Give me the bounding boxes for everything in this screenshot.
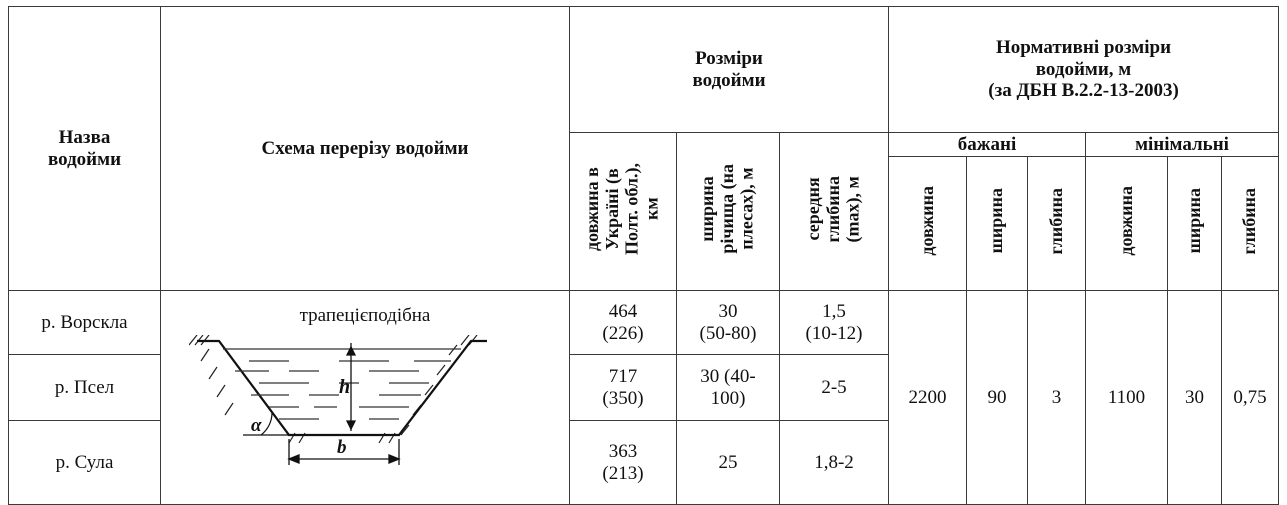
desired-depth: 3 <box>1027 290 1087 505</box>
width-arrow <box>287 438 401 465</box>
trapezoid-section-diagram: h α b <box>189 334 487 465</box>
table-row: р. Псел 717 (350) 30 (40- 100) 2-5 <box>8 354 1279 421</box>
symbol-b: b <box>337 437 347 458</box>
header-minimal-length: довжина <box>1085 156 1169 291</box>
header-minimal: мінімальні <box>1085 132 1280 157</box>
cell-depth: 1,5 (10-12) <box>778 290 890 355</box>
cell-depth: 2-5 <box>778 354 890 421</box>
minimal-depth: 0,75 <box>1221 290 1280 505</box>
depth-arrow <box>345 342 357 431</box>
symbol-alpha: α <box>251 415 262 436</box>
header-depth: середня глибина (max), м <box>778 132 890 291</box>
symbol-h: h <box>339 376 350 398</box>
water-lines <box>223 347 461 420</box>
desired-width: 90 <box>966 290 1029 505</box>
header-length: довжина в Україні (в Полт. обл.), км <box>569 132 677 291</box>
header-minimal-width: ширина <box>1167 156 1223 291</box>
header-schema: Схема перерізу водойми <box>160 6 570 291</box>
header-desired-depth: глибина <box>1027 156 1087 291</box>
minimal-width: 30 <box>1167 290 1223 505</box>
schema-cell: трапецієподібна <box>160 290 570 505</box>
schema-label: трапецієподібна <box>299 304 431 326</box>
header-group-sizes: Розміри водойми <box>568 6 890 133</box>
cell-width: 30 (50-80) <box>676 290 780 355</box>
cell-length: 717 (350) <box>569 354 677 421</box>
header-minimal-length-text: довжина <box>1115 186 1136 256</box>
table-row: р. Сула 363 (213) 25 1,8-2 <box>8 420 1279 505</box>
header-desired-width-text: ширина <box>986 188 1007 254</box>
header-length-text: довжина в Україні (в Полт. обл.), км <box>582 163 662 256</box>
row-name: р. Сула <box>8 420 161 505</box>
channel-outline <box>197 339 487 436</box>
header-name: Назва водойми <box>8 6 161 291</box>
header-desired: бажані <box>888 132 1087 157</box>
header-desired-length: довжина <box>888 156 968 291</box>
reservoir-table: Назва водойми Схема перерізу водойми Роз… <box>8 6 1280 505</box>
header-desired-length-text: довжина <box>916 186 937 256</box>
header-group-norm: Нормативні розміри водойми, м (за ДБН В.… <box>888 6 1280 133</box>
cell-depth: 1,8-2 <box>778 420 890 505</box>
table-row: р. Ворскла трапецієподібна <box>8 290 1280 505</box>
desired-length: 2200 <box>888 290 968 505</box>
cell-length: 464 (226) <box>569 290 677 355</box>
cell-width: 25 <box>676 420 780 505</box>
minimal-length: 1100 <box>1085 290 1169 505</box>
header-desired-width: ширина <box>966 156 1029 291</box>
header-depth-text: середня глибина (max), м <box>803 175 863 243</box>
header-minimal-depth: глибина <box>1221 156 1280 291</box>
header-desired-depth-text: глибина <box>1045 187 1066 255</box>
row-name: р. Ворскла <box>8 290 161 355</box>
header-minimal-width-text: ширина <box>1183 188 1204 254</box>
header-minimal-depth-text: глибина <box>1239 187 1260 255</box>
header-width-text: ширина річища (на плесах), м <box>697 164 757 254</box>
cell-width: 30 (40- 100) <box>676 354 780 421</box>
angle-arc <box>260 412 273 435</box>
cell-length: 363 (213) <box>569 420 677 505</box>
row-name: р. Псел <box>8 354 161 421</box>
header-width: ширина річища (на плесах), м <box>676 132 780 291</box>
